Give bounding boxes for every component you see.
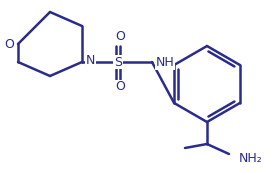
Text: O: O (115, 81, 125, 93)
Text: NH₂: NH₂ (239, 152, 263, 164)
Text: NH: NH (156, 57, 175, 69)
Text: N: N (86, 54, 95, 68)
Text: S: S (114, 56, 122, 69)
Text: O: O (4, 38, 14, 50)
Text: O: O (115, 30, 125, 44)
